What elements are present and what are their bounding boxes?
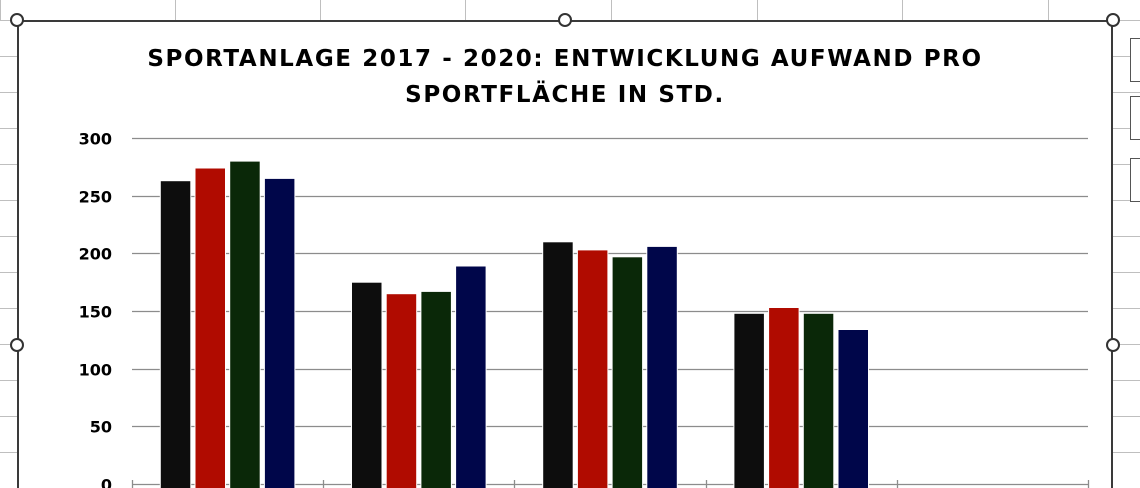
- bar[interactable]: [576, 249, 609, 488]
- y-tick-label: 300: [79, 130, 112, 149]
- y-tick-label: 150: [79, 303, 112, 322]
- y-tick-label: 200: [79, 245, 112, 264]
- bar[interactable]: [159, 180, 192, 488]
- bar[interactable]: [646, 245, 678, 488]
- resize-handle-top-right[interactable]: [1106, 13, 1120, 27]
- bar[interactable]: [194, 167, 226, 488]
- bar[interactable]: [837, 329, 869, 488]
- chart-elements-button[interactable]: [1130, 38, 1140, 82]
- bar[interactable]: [385, 293, 418, 488]
- chart-filters-button[interactable]: [1130, 158, 1140, 202]
- resize-handle-middle-left[interactable]: [10, 338, 24, 352]
- chart-styles-button[interactable]: [1130, 96, 1140, 140]
- y-tick-label: 0: [101, 476, 112, 488]
- bar[interactable]: [263, 177, 296, 488]
- y-tick-label: 250: [79, 188, 112, 207]
- resize-handle-middle-right[interactable]: [1106, 338, 1120, 352]
- bar[interactable]: [802, 312, 835, 488]
- bar[interactable]: [351, 281, 383, 488]
- resize-handle-top-center[interactable]: [558, 13, 572, 27]
- y-tick-label: 100: [79, 361, 112, 380]
- y-tick-label: 50: [90, 418, 112, 437]
- resize-handle-top-left[interactable]: [10, 13, 24, 27]
- bar[interactable]: [229, 160, 261, 488]
- bar[interactable]: [542, 241, 574, 488]
- bar[interactable]: [733, 312, 765, 488]
- bar[interactable]: [611, 256, 644, 488]
- bar[interactable]: [420, 290, 452, 488]
- bar[interactable]: [455, 265, 487, 488]
- bar[interactable]: [768, 307, 800, 488]
- chart-title[interactable]: SPORTANLAGE 2017 - 2020: ENTWICKLUNG AUF…: [147, 46, 983, 108]
